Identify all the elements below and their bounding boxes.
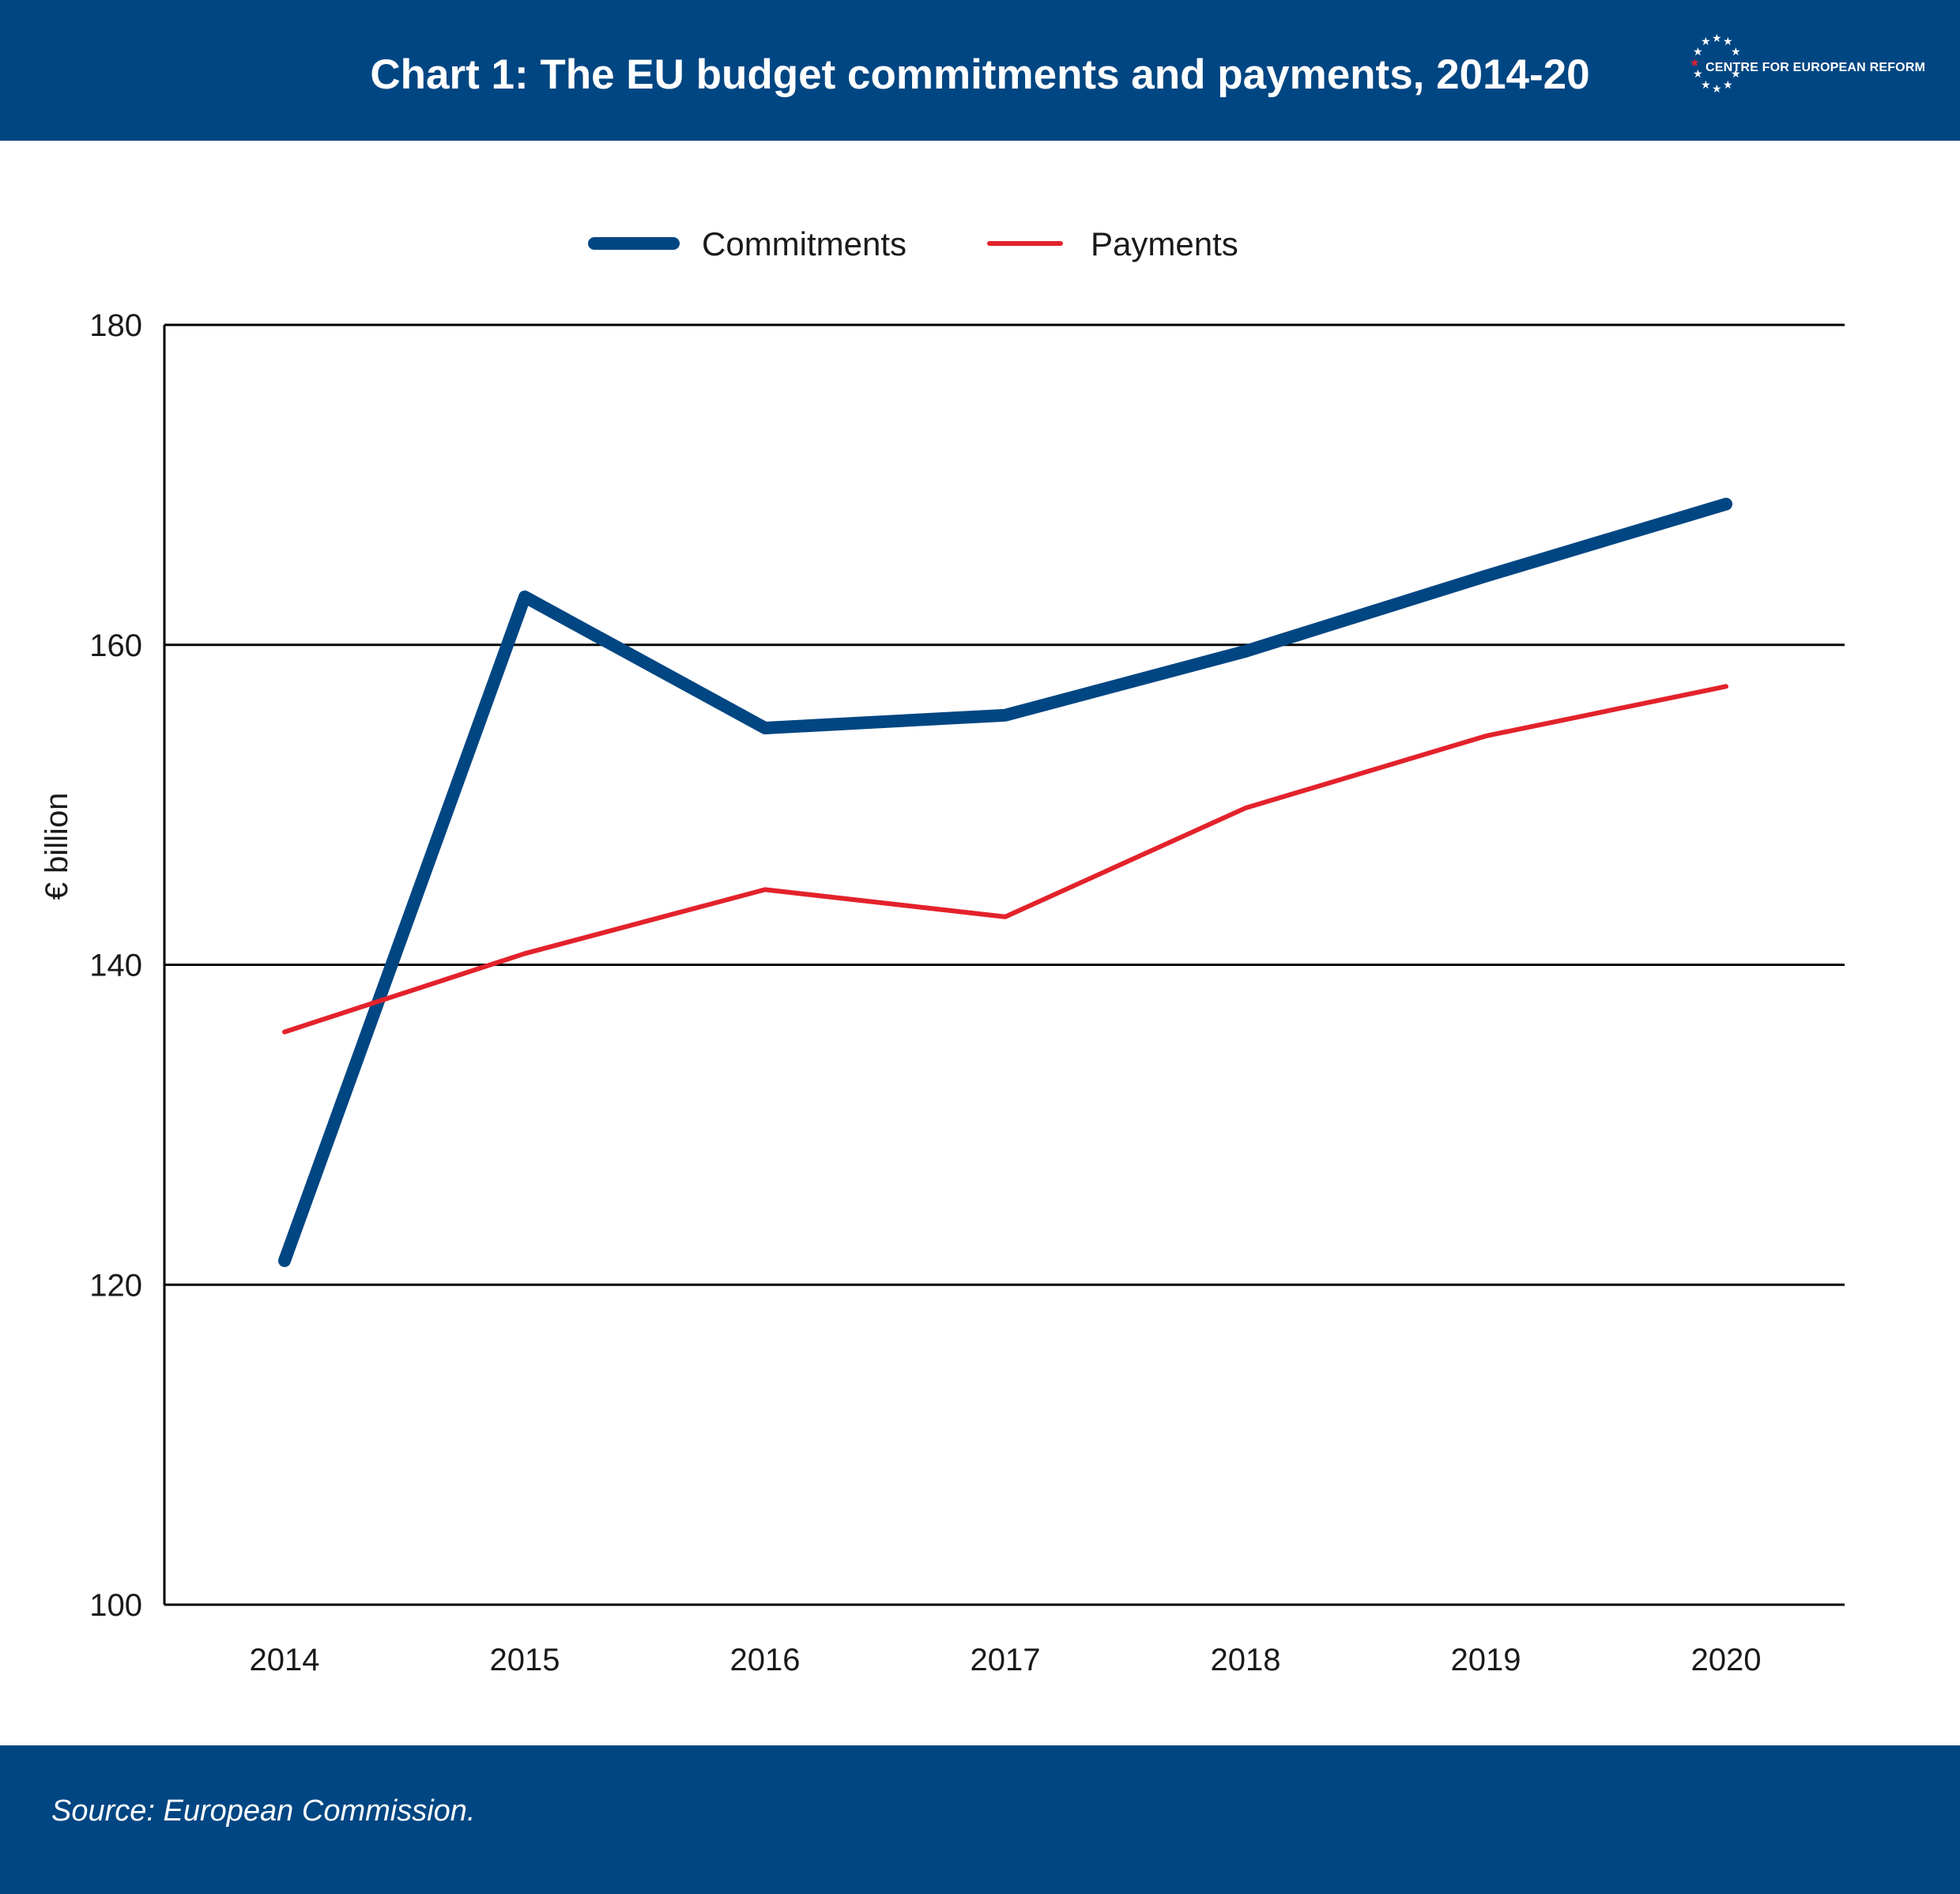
svg-text:★: ★ (1723, 36, 1733, 48)
svg-text:★: ★ (1701, 36, 1711, 48)
svg-text:★: ★ (1731, 46, 1741, 58)
logo-star-ring: ★ ★ ★ ★ ★ ★ ★ ★ ★ ★ (1693, 33, 1741, 96)
logo-red-star-icon: ★ (1690, 57, 1700, 70)
y-tick-label: 100 (89, 1588, 142, 1623)
line-chart: 100 120 140 160 180 2014 2015 2016 2017 2018 2019 2… (40, 225, 1845, 1677)
x-tick-label: 2020 (1691, 1643, 1762, 1677)
svg-text:★: ★ (1723, 79, 1733, 92)
svg-text:★: ★ (1693, 46, 1703, 58)
svg-text:★: ★ (1731, 68, 1741, 81)
cer-stars-logo-icon: ★ ★ ★ ★ ★ ★ ★ ★ ★ ★ ★ (1690, 33, 1741, 96)
y-tick-label: 160 (89, 628, 142, 663)
header-bar (0, 0, 1960, 141)
x-tick-label: 2017 (971, 1643, 1041, 1677)
legend-label-payments: Payments (1091, 225, 1238, 262)
chart-title: Chart 1: The EU budget commitments and p… (370, 51, 1590, 98)
svg-text:★: ★ (1712, 83, 1722, 96)
svg-text:★: ★ (1693, 68, 1703, 81)
x-tick-label: 2014 (250, 1643, 320, 1677)
y-axis-label: € billion (40, 793, 74, 900)
footer-bar (0, 1745, 1960, 1894)
series-line-payments (282, 684, 1728, 1035)
y-tick-label: 180 (89, 308, 142, 343)
y-tick-label: 140 (89, 949, 142, 983)
legend-label-commitments: Commitments (702, 225, 906, 262)
x-tick-label: 2015 (490, 1643, 560, 1677)
logo-text: CENTRE FOR EUROPEAN REFORM (1706, 61, 1926, 74)
y-tick-label: 120 (89, 1268, 142, 1303)
series-line-commitments (278, 497, 1732, 1267)
svg-text:★: ★ (1701, 79, 1711, 92)
svg-text:★: ★ (1712, 33, 1722, 45)
x-tick-label: 2016 (730, 1643, 801, 1677)
x-tick-label: 2018 (1211, 1643, 1281, 1677)
source-note: Source: European Commission. (51, 1794, 476, 1828)
x-tick-label: 2019 (1451, 1643, 1521, 1677)
